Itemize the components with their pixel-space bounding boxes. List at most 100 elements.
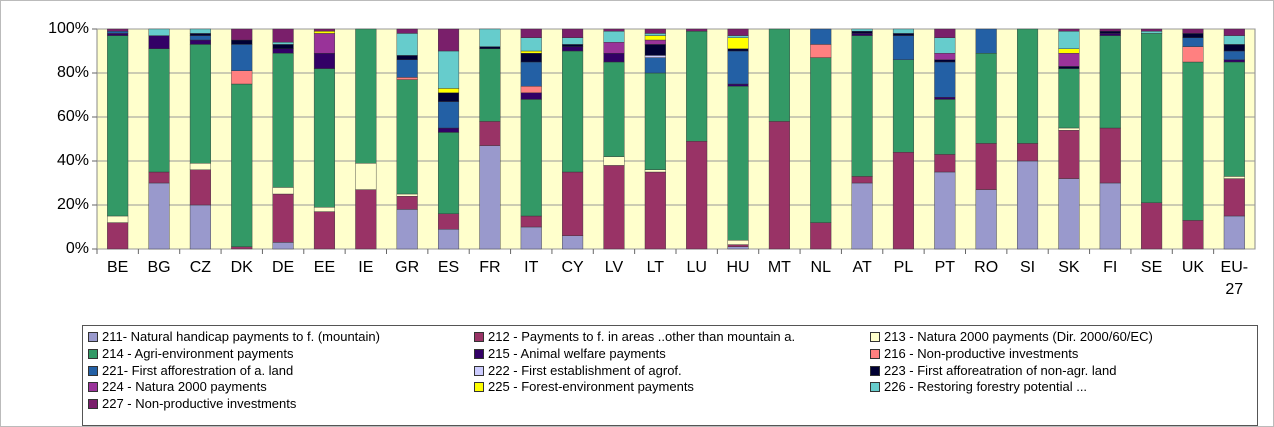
bar-segment: [148, 28, 170, 36]
bar-segment: [934, 28, 956, 39]
bar-segment: [768, 121, 790, 250]
bar-segment: [810, 222, 832, 250]
bar-segment: [810, 57, 832, 223]
bar-segment: [892, 59, 915, 153]
legend-swatch: [88, 399, 98, 410]
legend-swatch: [474, 382, 484, 393]
bar-segment: [355, 162, 377, 190]
y-tick-label: 40%: [57, 152, 89, 169]
x-tick-label: EU-27: [1220, 259, 1249, 298]
bar-segment: [727, 48, 749, 52]
bar-segment: [1058, 129, 1080, 179]
bar-segment: [1058, 53, 1080, 67]
bar-segment: [189, 162, 211, 170]
bar-segment: [396, 33, 418, 56]
bar-segment: [107, 215, 129, 223]
x-tick-label: SE: [1140, 259, 1163, 276]
bar-segment: [479, 48, 501, 122]
bar-segment: [562, 235, 584, 250]
legend-swatch: [88, 382, 98, 393]
x-tick-label: BE: [107, 259, 129, 276]
bar-segment: [231, 246, 253, 250]
bar-segment: [603, 31, 625, 43]
bar-segment: [272, 28, 294, 43]
bar-segment: [313, 206, 336, 212]
bar-segment: [603, 53, 625, 63]
bar-segment: [562, 44, 584, 47]
bar-segment: [975, 28, 997, 54]
bar-segment: [437, 228, 460, 250]
bar-segment: [1099, 35, 1121, 129]
x-tick-label: PL: [893, 259, 914, 276]
y-tick-label: 0%: [66, 240, 89, 257]
bar-segment: [1058, 68, 1080, 129]
bar-segment: [396, 77, 418, 80]
bar-segment: [355, 189, 377, 250]
bar-segment: [603, 165, 625, 250]
bar-segment: [189, 28, 211, 34]
bar-segment: [520, 61, 542, 87]
bar-segment: [686, 28, 708, 32]
bar-segment: [851, 176, 873, 184]
bar-segment: [1141, 28, 1163, 32]
x-tick-label: PT: [934, 259, 956, 276]
bar-segment: [644, 72, 666, 171]
bar-segment: [272, 187, 294, 195]
legend-entry: 224 - Natura 2000 payments: [88, 379, 267, 395]
bar-segment: [107, 222, 129, 250]
bar-segment: [934, 96, 956, 100]
x-tick-label: IT: [524, 259, 539, 276]
bar-segment: [107, 28, 129, 32]
legend-label: 221- First afforestration of a. land: [102, 362, 294, 378]
x-tick-label: NL: [810, 259, 831, 276]
bar-segment: [231, 28, 253, 41]
bar-segment: [644, 28, 666, 34]
x-tick-label: CZ: [189, 259, 212, 276]
bar-segment: [1099, 28, 1121, 32]
bar-segment: [1058, 127, 1080, 131]
bar-segment: [355, 28, 377, 164]
bar-segment: [479, 145, 501, 250]
bar-segment: [1182, 220, 1204, 250]
bar-segment: [1099, 31, 1121, 34]
legend-label: 215 - Animal welfare payments: [488, 345, 666, 361]
bar-segment: [396, 193, 418, 197]
bar-segment: [603, 42, 625, 54]
bar-segment: [810, 44, 832, 58]
x-tick-label: UK: [1181, 259, 1205, 276]
bar-segment: [148, 171, 170, 184]
x-tick-label: GR: [395, 259, 420, 276]
bar-segment: [562, 37, 584, 45]
bar-segment: [810, 28, 832, 45]
bar-segment: [396, 28, 418, 34]
bar-segment: [1058, 48, 1080, 54]
bar-segment: [934, 61, 956, 98]
bar-segment: [603, 156, 625, 166]
x-tick-label: MT: [767, 259, 791, 276]
bar-segment: [1099, 182, 1121, 250]
bar-segment: [1058, 178, 1080, 250]
bar-segment: [437, 88, 460, 94]
bar-segment: [1016, 28, 1039, 144]
x-tick-label: BG: [147, 259, 171, 276]
bar-segment: [520, 37, 542, 52]
bar-segment: [1182, 61, 1204, 221]
bar-segment: [644, 169, 666, 173]
bar-segment: [313, 68, 336, 208]
bar-segment: [1099, 33, 1121, 36]
bar-segment: [1223, 50, 1245, 61]
legend-label: 211- Natural handicap payments to f. (mo…: [102, 329, 380, 344]
legend-entry: 223 - First afforeatration of non-agr. l…: [870, 363, 1116, 379]
bar-segment: [231, 83, 253, 248]
bar-segment: [562, 50, 584, 173]
bar-segment: [520, 50, 542, 54]
bar-segment: [1223, 61, 1245, 177]
bar-segment: [975, 189, 997, 250]
bar-segment: [1223, 176, 1245, 179]
x-tick-label: FI: [1103, 259, 1118, 276]
bar-segment: [934, 171, 956, 250]
bar-segment: [396, 59, 418, 78]
bar-segment: [934, 53, 956, 61]
